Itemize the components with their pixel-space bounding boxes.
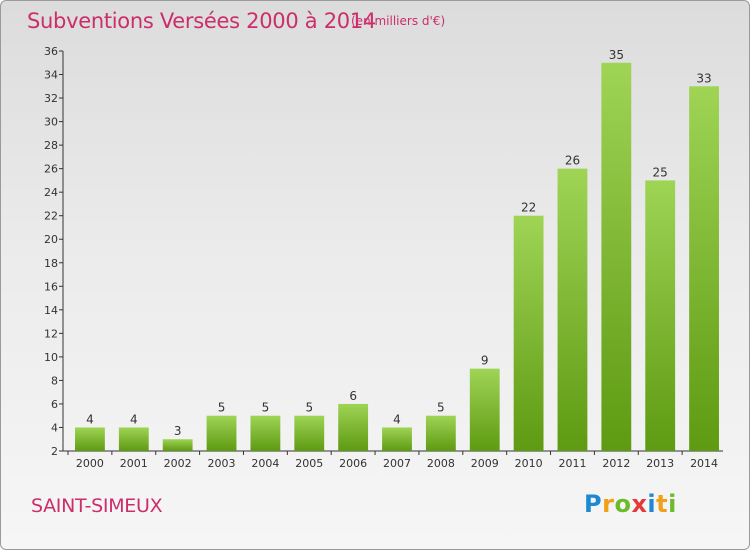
bar	[645, 180, 676, 452]
bar	[338, 403, 369, 451]
y-tick-label: 10	[44, 351, 58, 364]
bar-value-label: 33	[696, 71, 711, 85]
bar-value-label: 4	[86, 412, 94, 426]
bar-value-label: 5	[218, 401, 226, 415]
x-tick-label: 2001	[120, 457, 148, 470]
bar-value-label: 9	[481, 354, 489, 368]
bar-value-label: 5	[262, 401, 270, 415]
x-tick-label: 2012	[602, 457, 630, 470]
chart-subtitle: (en milliers d'€)	[351, 14, 446, 28]
chart-title: Subventions Versées 2000 à 2014	[27, 9, 376, 33]
x-tick-label: 2014	[690, 457, 718, 470]
bar	[689, 86, 719, 451]
bar	[75, 427, 105, 451]
proxiti-logo[interactable]: Proxiti	[584, 490, 677, 518]
y-tick-label: 8	[51, 374, 58, 387]
y-tick-label: 14	[44, 304, 58, 317]
x-tick-label: 2011	[558, 457, 586, 470]
x-tick-label: 2006	[339, 457, 367, 470]
y-tick-label: 24	[44, 186, 58, 199]
y-tick-label: 6	[51, 398, 58, 411]
y-tick-label: 32	[44, 92, 58, 105]
y-tick-label: 28	[44, 139, 58, 152]
bar	[425, 415, 456, 451]
y-tick-label: 16	[44, 280, 58, 293]
bar-value-label: 22	[521, 201, 536, 215]
bar	[557, 168, 588, 451]
y-tick-label: 22	[44, 210, 58, 223]
x-tick-label: 2009	[471, 457, 499, 470]
x-tick-label: 2003	[208, 457, 236, 470]
x-tick-label: 2005	[295, 457, 323, 470]
y-tick-label: 4	[51, 421, 58, 434]
commune-name: SAINT-SIMEUX	[31, 495, 163, 517]
x-tick-label: 2000	[76, 457, 104, 470]
bar	[382, 427, 412, 451]
bar-value-label: 6	[349, 389, 357, 403]
bar-value-label: 3	[174, 424, 182, 438]
y-tick-label: 2	[51, 445, 58, 458]
bar	[513, 215, 544, 451]
bar-value-label: 5	[305, 401, 313, 415]
x-tick-label: 2010	[515, 457, 543, 470]
bar	[250, 415, 281, 451]
y-tick-label: 20	[44, 233, 58, 246]
bar	[294, 415, 325, 451]
bar	[162, 439, 193, 451]
x-tick-label: 2002	[164, 457, 192, 470]
bar-value-label: 4	[130, 412, 138, 426]
y-tick-label: 26	[44, 163, 58, 176]
y-tick-label: 30	[44, 116, 58, 129]
bar	[469, 368, 500, 451]
y-tick-label: 12	[44, 327, 58, 340]
bar	[601, 62, 632, 451]
y-tick-label: 36	[44, 45, 58, 58]
y-tick-label: 34	[44, 69, 58, 82]
bar-value-label: 4	[393, 412, 401, 426]
bar	[206, 415, 237, 451]
x-tick-label: 2008	[427, 457, 455, 470]
bar	[118, 427, 149, 451]
bar-value-label: 26	[565, 154, 580, 168]
y-tick-label: 18	[44, 257, 58, 270]
x-tick-label: 2007	[383, 457, 411, 470]
bar-value-label: 25	[653, 165, 668, 179]
x-tick-label: 2004	[251, 457, 279, 470]
bar-value-label: 35	[609, 48, 624, 62]
bar-value-label: 5	[437, 401, 445, 415]
x-tick-label: 2013	[646, 457, 674, 470]
